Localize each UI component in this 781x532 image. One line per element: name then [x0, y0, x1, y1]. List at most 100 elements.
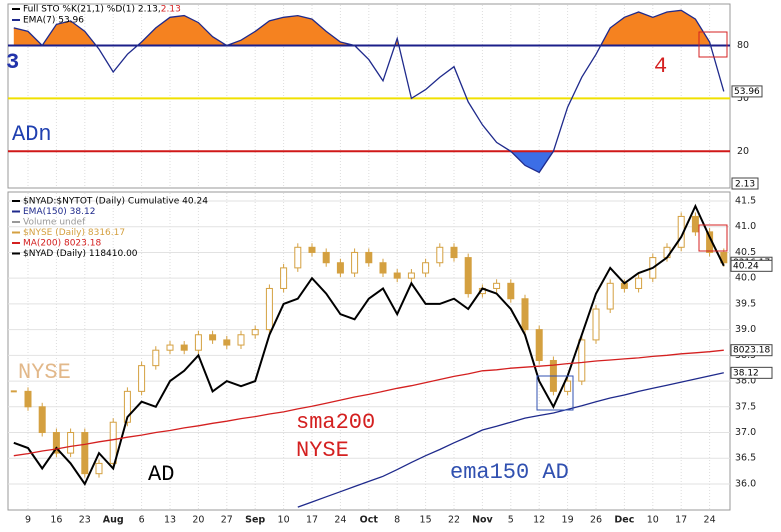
- x-tick-label: 13: [164, 515, 176, 526]
- value-box: [731, 85, 763, 98]
- x-tick-label: 24: [704, 515, 716, 526]
- candle: [265, 287, 273, 331]
- candle: [152, 349, 160, 367]
- candle: [180, 344, 188, 351]
- x-tick-label: 23: [79, 515, 91, 526]
- y-tick-label: 36.5: [735, 453, 756, 464]
- candle: [450, 246, 458, 259]
- legend-label: MA(200) 8023.18: [23, 239, 101, 249]
- x-tick-label: 10: [278, 515, 290, 526]
- candle: [10, 390, 17, 393]
- candle: [464, 257, 472, 295]
- x-tick-label: Oct: [360, 515, 379, 526]
- annotation: NYSE: [18, 360, 71, 385]
- candle: [436, 246, 444, 264]
- candle: [123, 390, 131, 423]
- annotations: 3 4 ADn NYSE sma200 NYSE AD ema150 AD: [6, 50, 667, 487]
- candle: [606, 282, 614, 310]
- candle: [308, 246, 316, 253]
- candle: [592, 308, 600, 341]
- value-box-label: 38.12: [733, 368, 759, 378]
- candle: [251, 329, 259, 336]
- y-tick-label: 37.5: [735, 401, 756, 412]
- candle: [393, 272, 401, 279]
- x-tick-label: 24: [334, 515, 346, 526]
- candle: [67, 432, 75, 454]
- stochastic-line: [13, 9, 725, 174]
- x-tick-label: 10: [647, 515, 659, 526]
- annotation: 3: [6, 50, 19, 75]
- annotation: sma200: [296, 410, 375, 435]
- value-box: [730, 259, 773, 272]
- value-box-label: 53.96: [734, 87, 760, 97]
- x-tick-label: 9: [25, 515, 31, 526]
- legend-label: EMA(150) 38.12: [23, 207, 95, 217]
- annotation: AD: [148, 462, 174, 487]
- x-tick-label: 8: [394, 515, 400, 526]
- annotation: ema150 AD: [450, 460, 569, 485]
- candle: [109, 421, 117, 464]
- value-box: [730, 366, 773, 379]
- value-box-label: 2.13: [735, 180, 755, 190]
- value-box: [730, 344, 773, 357]
- annotation: NYSE: [296, 438, 349, 463]
- candle: [24, 390, 32, 408]
- legend-header-value: 2.13: [161, 5, 181, 15]
- x-tick-label: 27: [221, 515, 233, 526]
- series-line: [13, 203, 725, 487]
- candle: [379, 262, 387, 274]
- candle: [535, 329, 543, 361]
- x-tick-label: 16: [50, 515, 62, 526]
- series-line: [297, 372, 724, 508]
- x-tick-label: 5: [508, 515, 514, 526]
- x-tick-label: 26: [590, 515, 602, 526]
- candle: [422, 262, 430, 274]
- candle: [280, 267, 288, 289]
- value-box: [731, 177, 759, 190]
- x-tick-label: 20: [192, 515, 204, 526]
- candle: [223, 339, 231, 346]
- candle: [52, 432, 60, 454]
- series-line: [13, 349, 724, 457]
- candle: [166, 344, 174, 351]
- x-tick-label: 17: [306, 515, 318, 526]
- x-tick-label: Dec: [614, 515, 634, 526]
- x-tick-label: Nov: [472, 515, 493, 526]
- x-tick-label: 6: [139, 515, 145, 526]
- value-box-label: 8023.18: [733, 346, 770, 356]
- x-tick-label: 17: [675, 515, 687, 526]
- legend-label: EMA(7) 53.96: [23, 16, 84, 26]
- y-tick-label: 50: [737, 93, 749, 104]
- candle: [336, 262, 344, 274]
- y-tick-label: 37.0: [735, 427, 756, 438]
- overbought-fill: [13, 10, 711, 46]
- candle: [322, 251, 330, 264]
- candle: [691, 215, 699, 233]
- y-tick-label: 20: [737, 146, 749, 157]
- candle: [635, 277, 643, 289]
- value-box-label: 40.24: [733, 261, 759, 271]
- candle: [38, 406, 46, 434]
- candle: [493, 282, 501, 289]
- plot-layer: 9 16 23 Aug 6 13 20 27 Sep 10 17 24 Oct 8 15 22 Nov 5 12 19…: [8, 5, 773, 526]
- candle: [81, 432, 89, 475]
- annotation: 4: [654, 54, 667, 79]
- candle: [564, 380, 572, 392]
- y-tick-label: 80: [737, 40, 749, 51]
- highlight-box: [536, 375, 574, 411]
- y-tick-label: 39.5: [735, 298, 756, 309]
- legend-label: $NYAD:$NYTOT (Daily) Cumulative 40.24: [23, 197, 208, 207]
- candle: [521, 298, 529, 331]
- x-tick-label: 19: [562, 515, 574, 526]
- candle: [407, 272, 415, 279]
- x-tick-label: 22: [448, 515, 460, 526]
- legend-header: Full STO %K(21,1) %D(1) 2.13,: [23, 5, 161, 15]
- candle: [578, 339, 586, 382]
- y-tick-label: 38.0: [735, 376, 756, 387]
- x-tick-label: Sep: [245, 515, 265, 526]
- candle: [209, 334, 217, 341]
- y-tick-label: 40.0: [735, 273, 756, 284]
- highlight-box: [698, 31, 728, 58]
